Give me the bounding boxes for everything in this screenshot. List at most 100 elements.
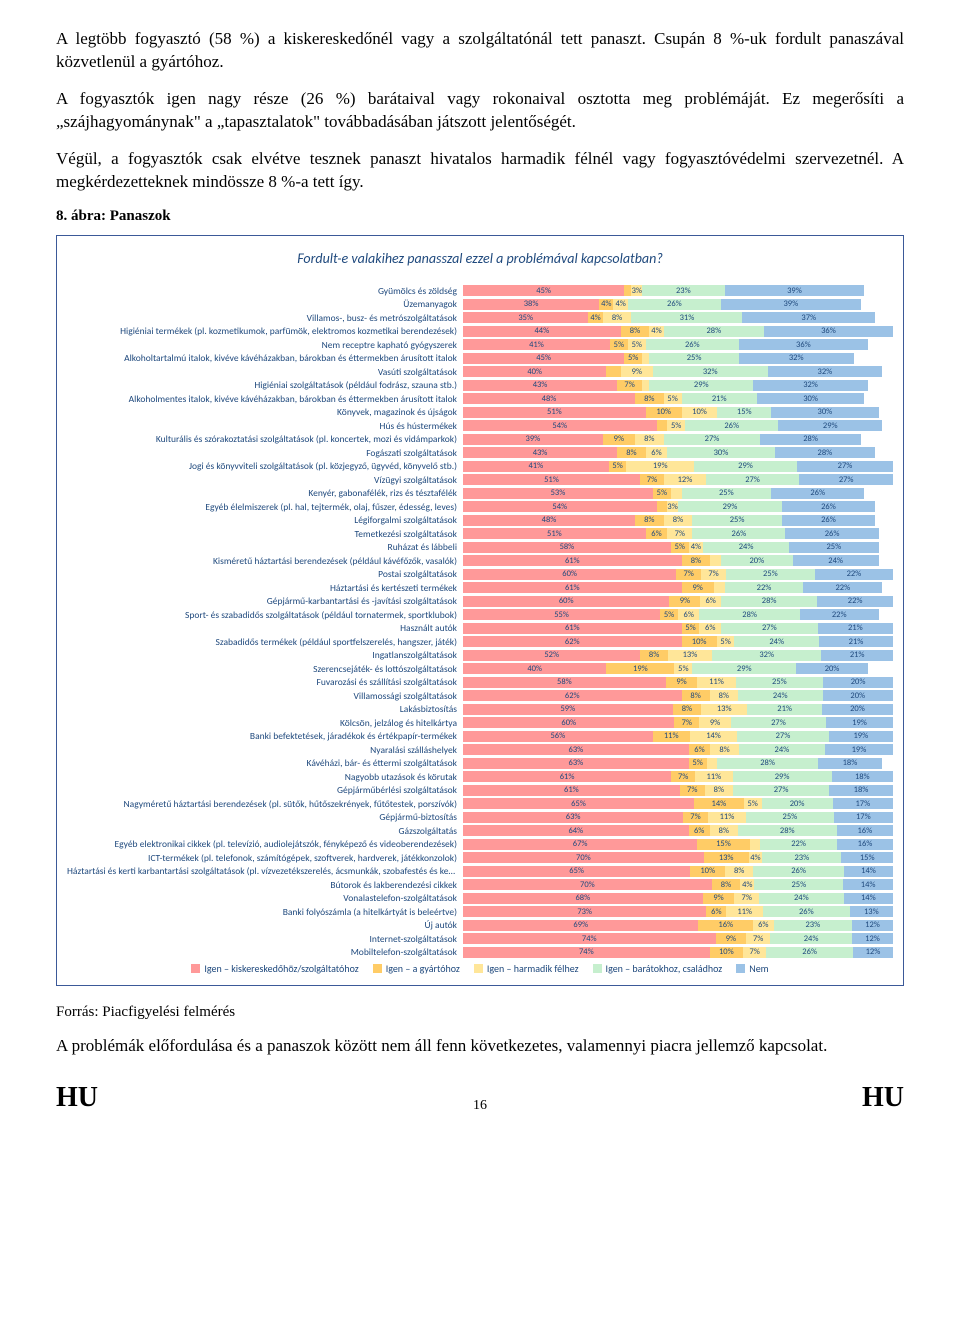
bar-track: 73%6%11%26%13% [463, 906, 893, 917]
legend-swatch [736, 964, 745, 973]
bar-segment: 8% [725, 866, 753, 877]
bar-segment: 53% [463, 488, 653, 499]
chart-row: Könyvek, magazinok és újságok51%10%10%15… [67, 406, 893, 418]
bar-segment: 28% [721, 596, 817, 607]
bar-segment: 17% [833, 798, 893, 809]
bar-track: 60%7%7%25%22% [463, 569, 893, 580]
paragraph-2: A fogyasztók igen nagy része (26 %) bará… [56, 88, 904, 134]
bar-segment [710, 555, 721, 566]
row-label: Lakásbiztosítás [67, 703, 463, 715]
bar-track: 62%10%5%24%21% [463, 636, 893, 647]
bar-segment: 6% [700, 596, 721, 607]
bar-segment: 8% [710, 744, 739, 755]
bar-track: 70%13%4%23%15% [463, 852, 893, 863]
bar-segment: 4% [599, 299, 613, 310]
bar-segment: 41% [463, 339, 610, 350]
page-number: 16 [473, 1098, 487, 1114]
bar-segment [624, 285, 631, 296]
bar-segment [657, 420, 668, 431]
bar-segment: 4% [613, 299, 627, 310]
bar-segment: 63% [463, 744, 689, 755]
chart-row: Bútorok és lakberendezési cikkek70%8%4%2… [67, 879, 893, 891]
chart-row: Új autók69%16%6%23%12% [67, 919, 893, 931]
chart-row: Szerencsejáték- és lottószolgáltatások40… [67, 663, 893, 675]
bar-segment [707, 758, 718, 769]
row-label: Kávéházi, bár- és éttermi szolgáltatások [67, 757, 463, 769]
row-label: Fogászati szolgáltatások [67, 447, 463, 459]
bar-segment: 8% [635, 434, 664, 445]
legend-label: Igen – barátokhoz, családhoz [606, 962, 723, 975]
bar-segment: 5% [628, 339, 646, 350]
bar-segment: 7% [743, 947, 766, 958]
chart-row: Kávéházi, bár- és éttermi szolgáltatások… [67, 757, 893, 769]
row-label: Kenyér, gabonafélék, rizs és tésztafélék [67, 487, 463, 499]
legend-item: Igen – kiskereskedőhöz/szolgáltatóhoz [191, 962, 358, 975]
bar-segment: 26% [785, 528, 878, 539]
bar-segment: 70% [463, 879, 712, 890]
bar-track: 61%9%22%22% [463, 582, 893, 593]
closing-paragraph: A problémák előfordulása és a panaszok k… [56, 1035, 904, 1058]
bar-segment: 8% [712, 879, 740, 890]
bar-track: 54%5%26%29% [463, 420, 893, 431]
bar-segment [671, 488, 682, 499]
bar-segment: 54% [463, 420, 657, 431]
bar-segment: 10% [682, 407, 718, 418]
bar-track: 60%9%6%28%22% [463, 596, 893, 607]
bar-segment: 48% [463, 393, 635, 404]
bar-segment: 70% [463, 852, 704, 863]
bar-segment: 25% [746, 812, 833, 823]
bar-segment: 6% [689, 744, 711, 755]
bar-segment: 61% [463, 771, 671, 782]
bar-segment: 39% [463, 434, 603, 445]
row-label: Gyümölcs és zöldség [67, 285, 463, 297]
bar-segment: 30% [757, 393, 865, 404]
bar-segment: 20% [822, 704, 893, 715]
bar-segment: 7% [680, 785, 705, 796]
chart-row: Higiéniai termékek (pl. kozmetikumok, pa… [67, 325, 893, 337]
bar-segment: 39% [725, 285, 865, 296]
row-label: Kulturális és szórakoztatási szolgáltatá… [67, 433, 463, 445]
bar-segment: 26% [766, 947, 853, 958]
chart-row: Gépjármű-karbantartási és -javítási szol… [67, 595, 893, 607]
bar-segment: 64% [463, 825, 689, 836]
bar-segment: 61% [463, 785, 680, 796]
bar-segment: 55% [463, 609, 660, 620]
bar-track: 48%8%5%21%30% [463, 393, 893, 404]
bar-segment: 5% [609, 461, 627, 472]
chart-row: Nyaralási szálláshelyek63%6%8%24%19% [67, 744, 893, 756]
bar-segment: 24% [759, 893, 844, 904]
bar-segment: 14% [844, 893, 893, 904]
bar-segment: 26% [782, 501, 875, 512]
row-label: Légiforgalmi szolgáltatások [67, 514, 463, 526]
bar-segment: 26% [782, 515, 875, 526]
bar-segment: 26% [753, 866, 844, 877]
bar-segment: 10% [646, 407, 682, 418]
bar-segment: 41% [463, 461, 609, 472]
bar-segment: 7% [676, 569, 701, 580]
bar-segment: 8% [640, 650, 667, 661]
row-label: Nagyobb utazások és körutak [67, 771, 463, 783]
bar-segment: 12% [664, 474, 706, 485]
bar-segment: 26% [692, 528, 785, 539]
bar-segment: 15% [697, 839, 749, 850]
bar-segment: 25% [726, 569, 815, 580]
bar-segment: 21% [821, 650, 893, 661]
bar-segment: 29% [678, 501, 782, 512]
bar-segment: 38% [463, 299, 599, 310]
bar-segment: 13% [704, 852, 749, 863]
bar-track: 61%5%6%27%21% [463, 623, 893, 634]
bar-segment: 24% [770, 933, 852, 944]
bar-segment: 9% [682, 582, 714, 593]
chart-row: Ingatlanszolgáltatások52%8%13%32%21% [67, 649, 893, 661]
legend-label: Igen – kiskereskedőhöz/szolgáltatóhoz [204, 962, 358, 975]
chart-row: Kisméretű háztartási berendezések (példá… [67, 555, 893, 567]
legend-label: Nem [749, 962, 768, 975]
bar-segment: 8% [603, 312, 632, 323]
chart-row: Szabadidős termékek (például sportfelsze… [67, 636, 893, 648]
footer-left: HU [56, 1082, 98, 1114]
bar-segment: 6% [699, 623, 721, 634]
bar-segment: 15% [841, 852, 893, 863]
bar-segment: 27% [706, 474, 800, 485]
bar-segment: 26% [685, 420, 778, 431]
bar-segment: 18% [832, 771, 893, 782]
